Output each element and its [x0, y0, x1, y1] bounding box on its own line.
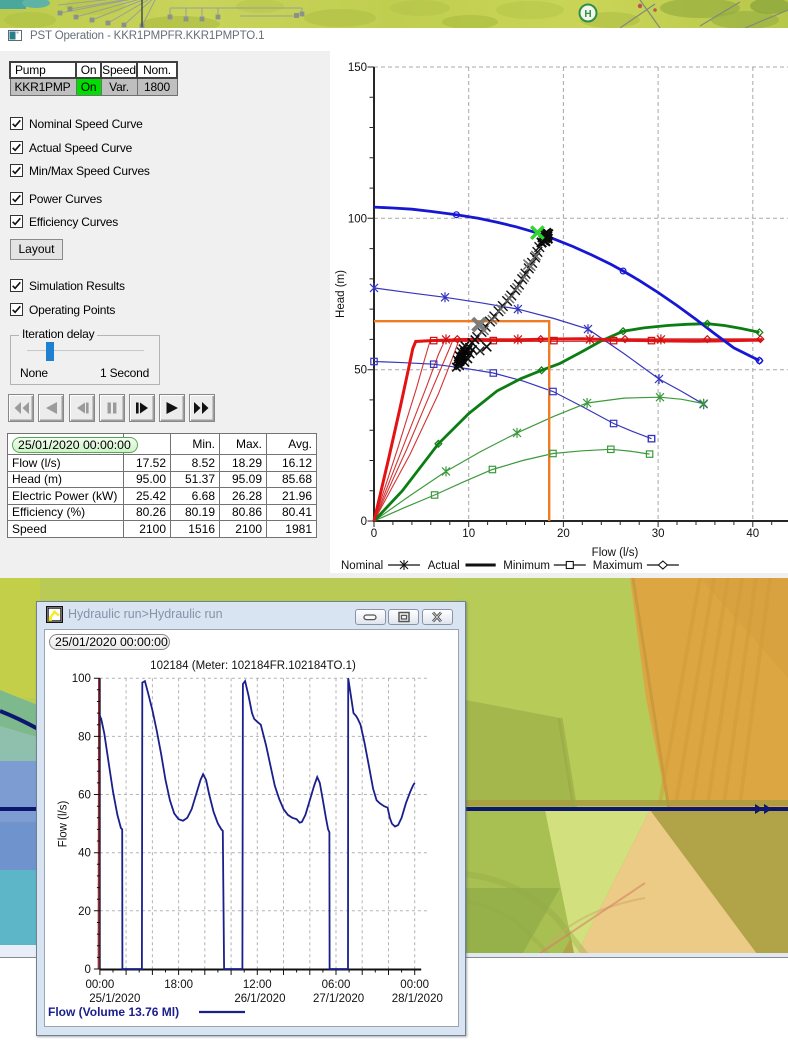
svg-text:Maximum: Maximum — [593, 560, 643, 572]
svg-text:Nominal: Nominal — [341, 560, 383, 572]
svg-text:150: 150 — [348, 62, 367, 74]
svg-text:80: 80 — [78, 731, 91, 743]
svg-text:H: H — [584, 9, 591, 20]
svg-text:0: 0 — [84, 964, 90, 976]
svg-text:60: 60 — [78, 790, 91, 802]
svg-text:00:00: 00:00 — [400, 979, 429, 991]
svg-text:06:00: 06:00 — [322, 979, 351, 991]
svg-text:100: 100 — [72, 673, 91, 685]
svg-text:40: 40 — [746, 528, 759, 540]
svg-text:20: 20 — [557, 528, 570, 540]
svg-text:100: 100 — [348, 213, 367, 225]
svg-text:Head (m): Head (m) — [335, 270, 347, 318]
svg-text:102184 (Meter: 102184FR.102184: 102184 (Meter: 102184FR.102184TO.1) — [150, 660, 356, 672]
svg-text:Actual: Actual — [428, 560, 460, 572]
svg-text:00:00: 00:00 — [86, 979, 115, 991]
svg-text:20: 20 — [78, 906, 91, 918]
svg-text:25/1/2020: 25/1/2020 — [89, 993, 140, 1005]
svg-text:50: 50 — [354, 365, 367, 377]
svg-text:Minimum: Minimum — [503, 560, 550, 572]
svg-text:Flow (Volume 13.76 Ml): Flow (Volume 13.76 Ml) — [48, 1005, 179, 1019]
svg-text:40: 40 — [78, 848, 91, 860]
svg-text:30: 30 — [652, 528, 665, 540]
svg-text:12:00: 12:00 — [243, 979, 272, 991]
svg-text:18:00: 18:00 — [164, 979, 193, 991]
svg-text:26/1/2020: 26/1/2020 — [234, 993, 285, 1005]
svg-text:10: 10 — [462, 528, 475, 540]
svg-text:Flow (l/s): Flow (l/s) — [592, 547, 639, 559]
svg-text:28/1/2020: 28/1/2020 — [392, 993, 443, 1005]
svg-text:Flow (l/s): Flow (l/s) — [58, 801, 70, 848]
svg-text:0: 0 — [361, 516, 367, 528]
svg-text:27/1/2020: 27/1/2020 — [313, 993, 364, 1005]
svg-text:0: 0 — [371, 528, 377, 540]
